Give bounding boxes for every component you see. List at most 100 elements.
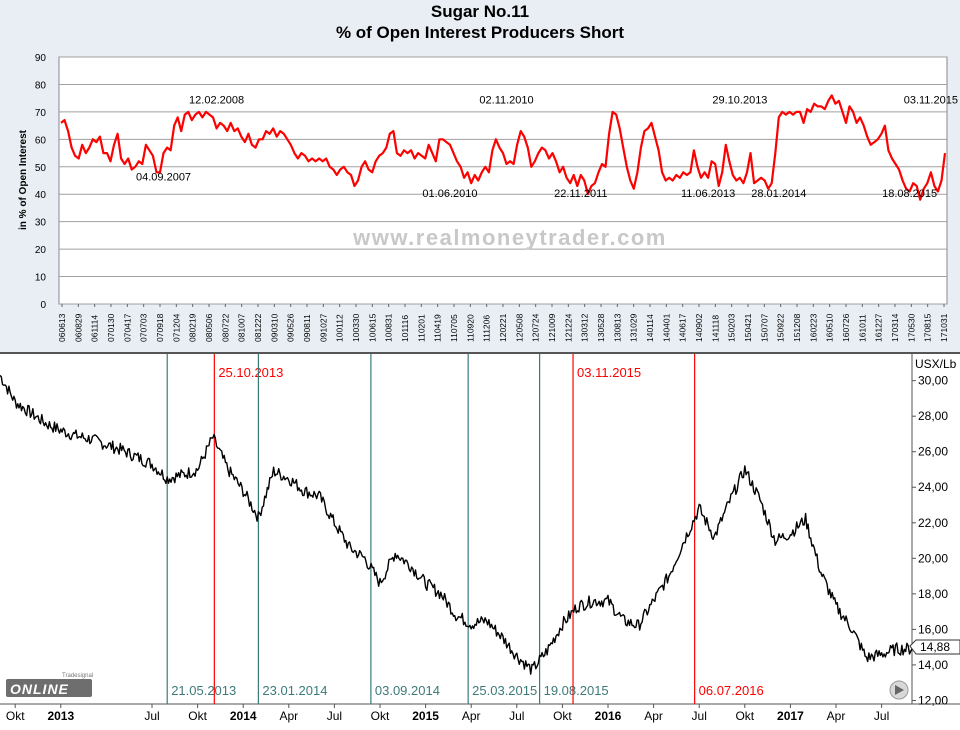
event-line-label: 21.05.2013 (171, 683, 236, 698)
price-tick-label: 14,00 (918, 658, 948, 672)
y-tick-label: 70 (35, 108, 47, 119)
annotation-label: 22.11.2011 (554, 188, 607, 200)
tradesignal-online-logo: ONLINE Tradesignal (6, 673, 93, 697)
last-price-badge: 14,88 (909, 639, 960, 655)
producers-short-chart-panel: Sugar No.11 % of Open Interest Producers… (0, 0, 960, 352)
time-axis-label: Apr (462, 709, 481, 723)
x-tick-label: 070130 (106, 313, 116, 342)
price-tick-label: 28,00 (918, 409, 948, 423)
x-tick-label: 151208 (792, 313, 802, 342)
x-tick-label: 110920 (465, 314, 475, 342)
y-tick-label: 90 (35, 53, 47, 64)
event-line-label: 03.11.2015 (577, 365, 641, 380)
x-tick-label: 161227 (874, 313, 884, 342)
sugar-price-chart: 21.05.2013 25.10.2013 23.01.2014 03.09.2014… (0, 354, 960, 723)
time-axis-label: Jul (509, 709, 524, 723)
x-tick-label: 061114 (90, 315, 100, 342)
annotation-label: 02.11.2010 (479, 95, 533, 107)
x-tick-label: 091027 (318, 313, 328, 342)
event-line-label: 23.01.2014 (262, 683, 327, 698)
x-tick-label: 100330 (351, 313, 361, 342)
x-tick-label: 070703 (139, 313, 149, 342)
x-tick-label: 160510 (825, 313, 835, 342)
x-tick-label: 100615 (367, 313, 377, 342)
x-tick-label: 141118 (710, 315, 720, 342)
event-line-label: 25.03.2015 (472, 683, 537, 698)
y-axis-ticks: 0 10 20 30 40 50 60 70 80 90 (35, 53, 47, 311)
time-axis-label: Jul (874, 709, 889, 723)
producers-short-chart: Sugar No.11 % of Open Interest Producers… (18, 2, 958, 342)
x-tick-label: 150922 (776, 313, 786, 342)
annotation-label: 12.02.2008 (189, 95, 244, 107)
x-tick-label: 170314 (890, 313, 900, 342)
x-axis-ticks: 060613 060829 061114 070130 070417 070703 0709… (57, 304, 949, 342)
time-axis-label: 2015 (412, 709, 439, 723)
series-line-producers-short (60, 94, 947, 201)
time-axis-label: Jul (692, 709, 707, 723)
event-line-label: 03.09.2014 (375, 683, 440, 698)
time-axis-label: Jul (327, 709, 342, 723)
x-tick-label: 130312 (580, 313, 590, 342)
x-tick-label: 100831 (384, 313, 394, 342)
x-tick-label: 140401 (661, 313, 671, 342)
chart-subtitle: % of Open Interest Producers Short (336, 23, 624, 42)
x-tick-label: 171031 (939, 313, 949, 342)
annotation-label: 29.10.2013 (712, 95, 767, 107)
time-axis-label: Apr (827, 709, 846, 723)
time-axis-label: Okt (6, 709, 25, 723)
y-tick-label: 20 (35, 245, 47, 256)
price-tick-label: 16,00 (918, 622, 948, 636)
time-axis-label: Apr (279, 709, 298, 723)
x-tick-label: 081222 (253, 313, 263, 342)
x-tick-label: 110419 (433, 314, 443, 342)
chart-title: Sugar No.11 (431, 2, 529, 21)
price-unit-label: USX/Lb (915, 357, 957, 371)
time-axis-label: 2017 (777, 709, 804, 723)
x-tick-label: 080722 (220, 313, 230, 342)
time-axis-label: Okt (371, 709, 390, 723)
play-button[interactable] (889, 680, 909, 700)
watermark: www.realmoneytrader.com (352, 225, 667, 250)
x-tick-label: 121009 (547, 313, 557, 342)
x-tick-label: 170815 (923, 313, 933, 342)
x-tick-label: 090526 (286, 313, 296, 342)
price-tick-label: 22,00 (918, 516, 948, 530)
x-tick-label: 120724 (531, 313, 541, 342)
plot-area (58, 56, 948, 305)
last-price-value: 14,88 (920, 640, 950, 654)
time-axis-label: Jul (144, 709, 159, 723)
x-tick-label: 090811 (302, 314, 312, 342)
price-tick-label: 26,00 (918, 445, 948, 459)
time-axis-label: Okt (188, 709, 207, 723)
annotation-label: 03.11.2015 (904, 95, 958, 107)
x-tick-label: 110705 (449, 314, 459, 342)
y-gridlines (59, 56, 947, 305)
x-tick-label: 150707 (759, 313, 769, 342)
price-tick-label: 18,00 (918, 587, 948, 601)
x-tick-label: 150203 (727, 313, 737, 342)
time-axis-label: 2013 (47, 709, 74, 723)
annotation-label: 28.01.2014 (751, 188, 806, 200)
x-tick-label: 160223 (808, 313, 818, 342)
x-tick-label: 070417 (122, 313, 132, 342)
x-tick-label: 120508 (514, 313, 524, 342)
event-line-label: 19.08.2015 (544, 683, 609, 698)
annotation-label: 04.09.2007 (136, 172, 191, 184)
x-tick-label: 131029 (629, 313, 639, 342)
x-tick-label: 101116 (400, 315, 410, 342)
x-tick-label: 071204 (171, 313, 181, 342)
annotation-label: 01.06.2010 (422, 188, 477, 200)
x-tick-label: 121224 (563, 313, 573, 342)
time-axis-label: Okt (553, 709, 572, 723)
price-tick-label: 20,00 (918, 551, 948, 565)
annotation-label: 11.06.2013 (681, 188, 735, 200)
y-axis-label: in % of Open Interest (18, 129, 29, 230)
x-tick-label: 110201 (416, 314, 426, 342)
y-tick-label: 0 (40, 300, 46, 311)
y-tick-label: 10 (35, 273, 47, 284)
x-tick-label: 140902 (694, 313, 704, 342)
x-tick-label: 120221 (498, 313, 508, 342)
event-line-label: 06.07.2016 (699, 683, 764, 698)
x-tick-label: 060829 (73, 313, 83, 342)
y-tick-label: 40 (35, 190, 47, 201)
